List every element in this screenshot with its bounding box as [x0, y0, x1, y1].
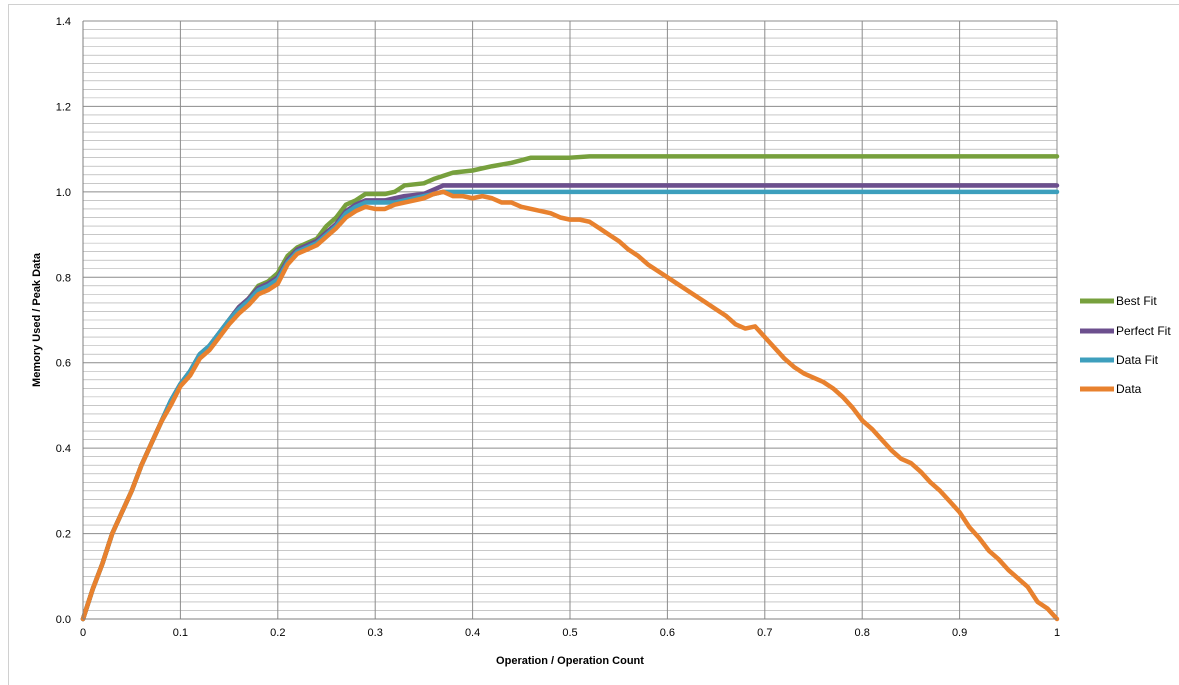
- x-tick-label: 0.4: [465, 627, 480, 639]
- x-tick-label: 0.9: [952, 627, 967, 639]
- legend: Best Fit Perfect Fit Data Fit Data: [1080, 294, 1171, 396]
- x-tick-label: 1: [1054, 627, 1060, 639]
- series-line: [80, 189, 1060, 622]
- series-lines: [80, 154, 1060, 622]
- x-axis-title: Operation / Operation Count: [496, 655, 644, 667]
- x-axis-tick-labels: 0 0.1 0.2 0.3 0.4 0.5 0.6 0.7 0.8 0.9 1: [80, 627, 1060, 639]
- y-tick-label: 1.4: [56, 16, 71, 28]
- legend-item: Data Fit: [1080, 353, 1159, 367]
- x-tick-label: 0.6: [660, 627, 675, 639]
- legend-item: Data: [1080, 382, 1142, 396]
- x-tick-label: 0.5: [562, 627, 577, 639]
- y-tick-label: 0.6: [56, 358, 71, 370]
- y-tick-label: 0.8: [56, 272, 71, 284]
- x-tick-label: 0: [80, 627, 86, 639]
- chart-frame: [8, 4, 1179, 685]
- legend-label: Data: [1116, 382, 1142, 396]
- x-tick-label: 0.1: [173, 627, 188, 639]
- y-tick-label: 1.0: [56, 187, 71, 199]
- x-tick-label: 0.3: [368, 627, 383, 639]
- y-axis-tick-labels: 0.0 0.2 0.4 0.6 0.8 1.0 1.2 1.4: [56, 16, 71, 626]
- y-axis-title: Memory Used / Peak Data: [31, 252, 43, 387]
- legend-label: Data Fit: [1116, 353, 1159, 367]
- y-tick-label: 0.2: [56, 529, 71, 541]
- legend-item: Perfect Fit: [1080, 324, 1171, 338]
- x-tick-label: 0.8: [855, 627, 870, 639]
- y-tick-label: 0.4: [56, 443, 71, 455]
- legend-item: Best Fit: [1080, 294, 1157, 308]
- y-tick-label: 1.2: [56, 101, 71, 113]
- y-tick-label: 0.0: [56, 614, 71, 626]
- legend-label: Best Fit: [1116, 294, 1157, 308]
- legend-label: Perfect Fit: [1116, 324, 1171, 338]
- x-tick-label: 0.2: [270, 627, 285, 639]
- axes: [82, 21, 1057, 620]
- x-tick-label: 0.7: [757, 627, 772, 639]
